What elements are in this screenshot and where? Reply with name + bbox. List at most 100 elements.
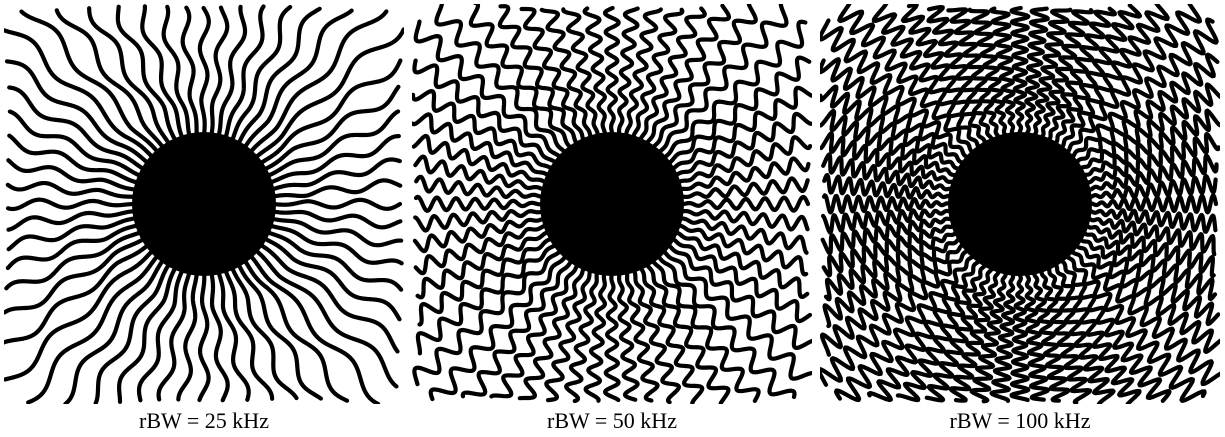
dense-core xyxy=(540,132,684,276)
trajectory-spoke xyxy=(93,255,176,404)
trajectory-spoke xyxy=(7,85,153,176)
trajectory-spoke xyxy=(544,260,595,403)
trajectory-spoke xyxy=(1071,232,1220,327)
trajectory-spoke xyxy=(821,152,962,194)
caption-rbw-50: rBW = 50 kHz xyxy=(547,408,677,433)
trajectory-spoke xyxy=(414,174,553,200)
trajectory-spoke xyxy=(1030,7,1073,146)
trajectory-spoke xyxy=(629,260,681,404)
trajectory-spoke xyxy=(1037,8,1095,148)
trajectory-spoke xyxy=(1079,208,1218,234)
panel-rbw-50: rBW = 50 kHz xyxy=(408,0,816,437)
trajectory-spoke xyxy=(582,6,608,145)
trajectory-spoke xyxy=(635,6,707,150)
trajectory-spoke xyxy=(967,7,1010,146)
trajectory-spoke xyxy=(1068,52,1220,170)
trajectory-spoke xyxy=(655,243,812,381)
trajectory-spoke xyxy=(117,258,181,404)
trajectory-spoke xyxy=(1059,4,1203,161)
trajectory-spoke xyxy=(415,238,564,356)
trajectory-spoke xyxy=(232,255,323,401)
trajectory-spoke xyxy=(238,252,350,403)
trajectory-spoke xyxy=(252,238,400,354)
caption-rbw-25: rBW = 25 kHz xyxy=(139,408,269,433)
trajectory-spoke xyxy=(412,89,561,176)
trajectory-spoke xyxy=(140,4,187,148)
trajectory-spoke xyxy=(4,227,150,291)
trajectory-spoke xyxy=(988,6,1016,145)
trajectory-spoke xyxy=(1024,263,1051,402)
trajectory-spoke xyxy=(517,258,589,401)
trajectory-spoke xyxy=(651,4,789,161)
trajectory-spoke xyxy=(197,263,211,403)
trajectory-spoke xyxy=(820,238,972,357)
trajectory-spoke xyxy=(670,156,811,194)
trajectory-spoke xyxy=(663,85,812,176)
trajectory-spoke xyxy=(54,8,170,156)
trajectory-spoke xyxy=(260,221,404,266)
trajectory-spoke xyxy=(820,57,972,170)
trajectory-spoke xyxy=(640,4,732,153)
trajectory-spoke xyxy=(156,262,194,402)
trajectory-spoke xyxy=(602,5,621,145)
trajectory-spoke xyxy=(924,258,997,403)
trajectory-spoke xyxy=(646,252,761,403)
dense-core xyxy=(132,132,276,276)
trajectory-spoke xyxy=(1043,6,1117,150)
trajectory-spoke xyxy=(208,5,230,145)
trajectory-spoke xyxy=(5,180,145,200)
trajectory-plot-rbw-25 xyxy=(4,4,404,404)
trajectory-spoke xyxy=(989,263,1016,404)
trajectory-spoke xyxy=(412,112,558,181)
trajectory-spoke xyxy=(1078,214,1217,257)
trajectory-spoke xyxy=(948,260,1003,403)
trajectory-spoke xyxy=(247,27,404,165)
trajectory-spoke xyxy=(616,263,640,402)
trajectory-spoke xyxy=(663,232,812,324)
trajectory-spoke xyxy=(1009,263,1031,403)
trajectory-spoke xyxy=(1037,260,1093,404)
trajectory-spoke xyxy=(822,232,969,329)
trajectory-spoke xyxy=(238,8,354,156)
trajectory-spoke xyxy=(668,221,809,277)
trajectory-spoke xyxy=(946,7,1003,148)
trajectory-spoke xyxy=(1030,262,1071,403)
trajectory-spoke xyxy=(616,6,640,145)
trajectory-spoke xyxy=(63,252,170,404)
trajectory-spoke xyxy=(900,4,992,153)
trajectory-spoke xyxy=(263,178,403,200)
trajectory-spoke xyxy=(564,262,602,404)
trajectory-spoke xyxy=(161,4,194,146)
trajectory-spoke xyxy=(413,194,553,213)
trajectory-spoke xyxy=(820,18,977,165)
trajectory-spoke xyxy=(646,4,758,156)
trajectory-spoke xyxy=(821,221,964,278)
trajectory-plot-rbw-50 xyxy=(412,4,812,404)
trajectory-spoke xyxy=(866,252,986,403)
trajectory-spoke xyxy=(180,5,200,145)
trajectory-spoke xyxy=(258,227,404,292)
trajectory-spoke xyxy=(4,243,161,382)
trajectory-spoke xyxy=(1068,238,1220,354)
caption-rbw-100: rBW = 100 kHz xyxy=(949,408,1091,433)
trajectory-spoke xyxy=(263,197,403,211)
trajectory-spoke xyxy=(820,131,964,187)
trajectory-spoke xyxy=(670,214,809,255)
trajectory-spoke xyxy=(837,4,981,161)
trajectory-spoke xyxy=(243,9,389,161)
trajectory-spoke xyxy=(214,262,251,402)
trajectory-spoke xyxy=(635,258,705,404)
trajectory-spoke xyxy=(417,232,561,327)
trajectory-spoke xyxy=(262,157,402,194)
trajectory-spoke xyxy=(115,4,181,150)
trajectory-spoke xyxy=(247,243,399,389)
trajectory-spoke xyxy=(252,58,403,170)
trajectory-spoke xyxy=(413,154,554,194)
trajectory-spoke xyxy=(232,6,322,153)
trajectory-spoke xyxy=(820,208,961,235)
trajectory-spoke xyxy=(221,4,266,148)
trajectory-spoke xyxy=(489,255,584,399)
trajectory-spoke xyxy=(243,247,381,404)
trajectory-spoke xyxy=(1071,82,1220,176)
trajectory-spoke xyxy=(1063,17,1219,165)
